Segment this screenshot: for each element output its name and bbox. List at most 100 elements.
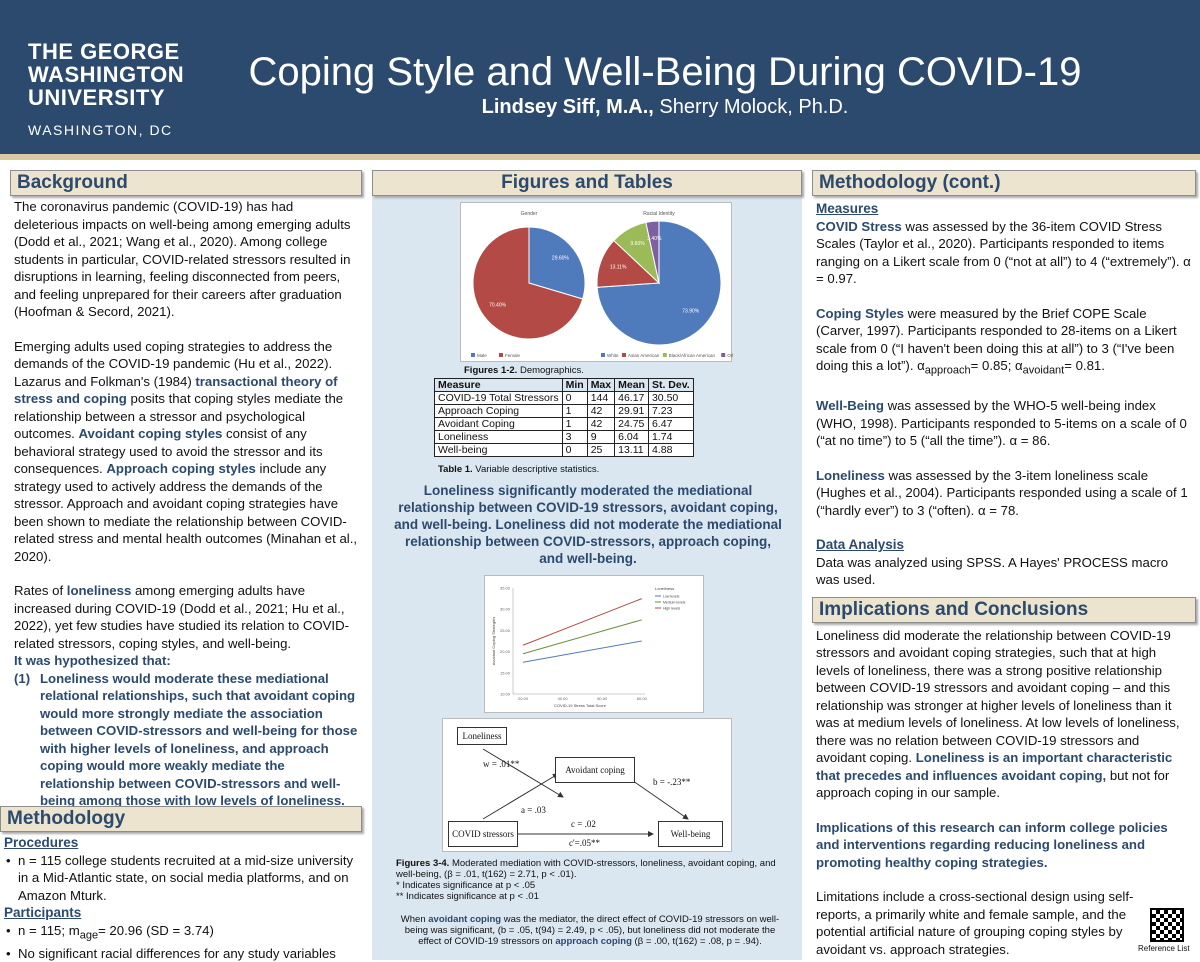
list-item: No significant racial differences for an… xyxy=(4,945,358,962)
background-heading: Background xyxy=(10,170,362,196)
hypothesis: (1) Loneliness would moderate these media… xyxy=(14,670,358,810)
race-pie-slice-label: 9.60% xyxy=(631,241,646,247)
x-tick-label: 60.00 xyxy=(597,696,608,701)
logo-line: WASHINGTON xyxy=(28,62,185,87)
text: consist of any behavioral strategy used … xyxy=(14,426,323,476)
author-primary: Lindsey Siff, M.A., xyxy=(481,96,654,118)
y-tick-label: 20.00 xyxy=(500,649,511,654)
table-cell: 0 xyxy=(561,443,588,457)
methodology-heading: Methodology xyxy=(0,806,362,832)
table-cell: 25 xyxy=(586,443,616,457)
race-legend-label: Black/African American xyxy=(669,353,716,358)
poster-header: THE GEORGE WASHINGTON UNIVERSITY WASHING… xyxy=(0,0,1200,160)
mediation-note: When avoidant coping was the mediator, t… xyxy=(396,914,784,947)
hypothesis-intro: It was hypothesized that: xyxy=(14,653,171,668)
descriptive-table-wrap: Measure Min Max Mean St. Dev. COVID-19 Total… xyxy=(434,378,694,457)
c-prime-label: c'=.05** xyxy=(569,838,600,848)
text: include any strategy used to actively ad… xyxy=(14,461,358,564)
x-tick-label: 80.00 xyxy=(637,696,648,701)
mediation-arrows xyxy=(482,748,689,837)
text: Emerging adults used coping strategies t… xyxy=(14,338,333,389)
data-analysis-text: Data was analyzed using SPSS. A Hayes' P… xyxy=(816,554,1169,588)
implications-p2: Implications of this research can inform… xyxy=(816,819,1168,870)
race-pie-slice-label: 13.11% xyxy=(610,264,627,270)
race-legend-swatch xyxy=(622,353,626,357)
gwu-logo: THE GEORGE WASHINGTON UNIVERSITY WASHING… xyxy=(28,40,184,142)
figures-panel: Figures and Tables 29.60% 70.40% Gender 73.… xyxy=(372,170,802,960)
table-cell: 3 xyxy=(561,430,588,444)
text: * Indicates significance at p < .05 xyxy=(396,880,536,891)
text: Figures 1-2. xyxy=(464,365,518,376)
text: was the mediator, the direct effect of C… xyxy=(404,914,780,947)
race-pie-slice-label: 73.90% xyxy=(682,309,700,315)
highlight: Loneliness xyxy=(816,467,885,483)
table-cell: 7.23 xyxy=(647,404,694,418)
gender-pie-slice xyxy=(528,226,586,300)
table-cell: Approach Coping xyxy=(434,404,563,418)
y-tick-label: 10.00 xyxy=(500,692,511,697)
table-row: Approach Coping 1 42 29.91 7.23 xyxy=(434,404,694,418)
b-label: b = -.23** xyxy=(653,777,691,787)
avoidant-coping-box: Avoidant coping xyxy=(555,757,635,783)
limitations: Limitations include a cross-sectional de… xyxy=(816,889,1134,957)
legend-label: High levels xyxy=(663,607,680,611)
methodology-body: Procedures n = 115 college students recr… xyxy=(0,832,362,962)
line-chart-svg: 10.00 15.00 20.00 25.00 30.00 35.00 20.00 40.00… xyxy=(491,586,686,709)
gender-legend-label: Female xyxy=(505,353,521,358)
text: = 20.96 (SD = 3.74) xyxy=(98,922,214,938)
gender-pie-slice-label: 29.60% xyxy=(552,256,570,262)
text: (β = .00, t(162) = .08, p = .94). xyxy=(631,936,762,947)
c-label: c = .02 xyxy=(571,819,596,829)
highlight: Approach coping styles xyxy=(106,461,256,476)
figures-heading: Figures and Tables xyxy=(372,170,802,196)
text: = 0.85; α xyxy=(970,358,1023,373)
table-cell: COVID-19 Total Stressors xyxy=(434,391,563,405)
methodology-cont-body: Measures COVID Stress was assessed by th… xyxy=(812,196,1196,589)
background-p3: Rates of loneliness among emerging adult… xyxy=(14,582,358,652)
table-cell: Loneliness xyxy=(434,430,563,444)
implications-p1: Loneliness did moderate the relationship… xyxy=(816,627,1192,802)
participants-heading: Participants xyxy=(4,905,82,920)
list-item: n = 115 college students recruited at a … xyxy=(4,852,358,905)
table-cell: 30.50 xyxy=(647,391,694,405)
table-cell: 1 xyxy=(561,404,588,418)
background-body: The coronavirus pandemic (COVID-19) has … xyxy=(10,196,362,810)
table-cell: 42 xyxy=(586,404,616,418)
right-column: Methodology (cont.) Measures COVID Stres… xyxy=(812,170,1196,958)
table-row: Well-being 0 25 13.11 4.88 xyxy=(434,443,694,457)
table-cell: 6.47 xyxy=(647,417,694,431)
text: was assessed by the 3-item loneliness sc… xyxy=(816,467,1188,518)
gender-legend-swatch xyxy=(499,353,503,357)
race-pie-slice-label: 3.40% xyxy=(647,236,662,242)
legend-title: Loneliness xyxy=(655,586,674,591)
authors: Lindsey Siff, M.A., Sherry Molock, Ph.D. xyxy=(180,96,1150,119)
legend-label: Medium levels xyxy=(663,601,686,605)
x-tick-label: 40.00 xyxy=(558,696,569,701)
descriptive-table: Measure Min Max Mean St. Dev. COVID-19 Total… xyxy=(434,378,694,457)
x-axis-label: COVID-19 Stress Total Score xyxy=(554,703,607,708)
text: among emerging adults have increased dur… xyxy=(14,583,349,651)
text: Rates of xyxy=(14,583,67,598)
background-p1: The coronavirus pandemic (COVID-19) has … xyxy=(14,199,351,319)
logo-line: THE GEORGE xyxy=(28,39,180,64)
table-header-row: Measure Min Max Mean St. Dev. xyxy=(434,378,694,392)
text: Variable descriptive statistics. xyxy=(472,464,600,475)
author-secondary: Sherry Molock, Ph.D. xyxy=(659,96,849,118)
table-cell: 13.11 xyxy=(614,443,649,457)
table-row: COVID-19 Total Stressors 0 144 46.17 30.50 xyxy=(434,391,694,405)
table-cell: 0 xyxy=(561,391,588,405)
race-legend-swatch xyxy=(662,353,667,357)
table-cell: Well-being xyxy=(434,443,563,457)
table-cell: 29.91 xyxy=(614,404,649,418)
text: was assessed by the WHO-5 well-being ind… xyxy=(816,398,1187,449)
highlight: Coping Styles xyxy=(816,305,904,321)
qr-code[interactable] xyxy=(1150,908,1184,942)
highlight: transactional theory of stress and copin… xyxy=(14,373,338,407)
gender-pie-slice-label: 70.40% xyxy=(489,302,507,308)
table-cell: Avoidant Coping xyxy=(434,417,563,431)
w-label: w = .01** xyxy=(483,759,520,769)
implications-body: Loneliness did moderate the relationship… xyxy=(812,623,1196,959)
highlight: Loneliness is an important characteristi… xyxy=(816,750,1173,783)
measure-loneliness: Loneliness was assessed by the 3-item lo… xyxy=(816,467,1192,520)
text: When xyxy=(400,914,429,925)
